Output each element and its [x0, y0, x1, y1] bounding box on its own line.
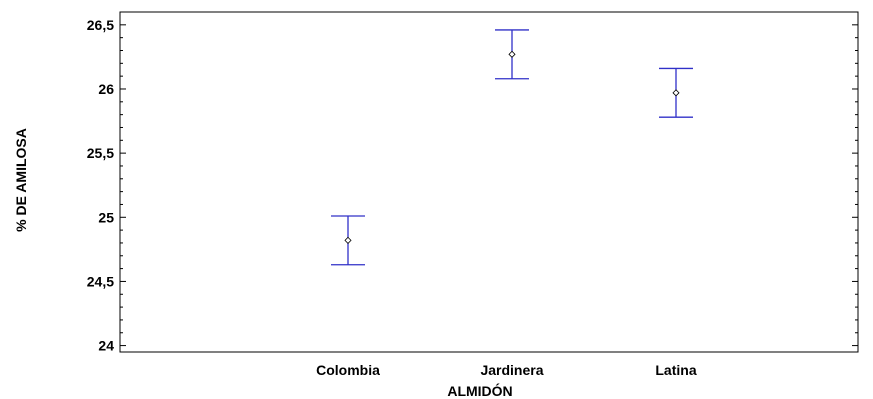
mean-marker: [344, 236, 352, 244]
mean-marker: [508, 50, 516, 58]
x-tick-label: Jardinera: [480, 362, 543, 378]
x-axis: Colombia Jardinera Latina: [316, 362, 697, 378]
y-tick-label: 25: [98, 209, 114, 225]
x-tick-label: Colombia: [316, 362, 380, 378]
y-axis: 24 24,5 25 25,5 26 26,5: [87, 11, 858, 354]
y-tick-label: 25,5: [87, 145, 114, 161]
plot-frame: [119, 11, 859, 353]
y-tick-label: 24: [98, 338, 114, 354]
x-tick-label: Latina: [655, 362, 696, 378]
y-axis-title: % DE AMILOSA: [13, 128, 29, 232]
x-axis-title: ALMIDÓN: [447, 382, 512, 399]
y-tick-label: 24,5: [87, 273, 114, 289]
y-tick-label: 26,5: [87, 17, 114, 33]
mean-marker: [672, 89, 680, 97]
error-bars: [331, 29, 693, 266]
y-tick-label: 26: [98, 81, 114, 97]
